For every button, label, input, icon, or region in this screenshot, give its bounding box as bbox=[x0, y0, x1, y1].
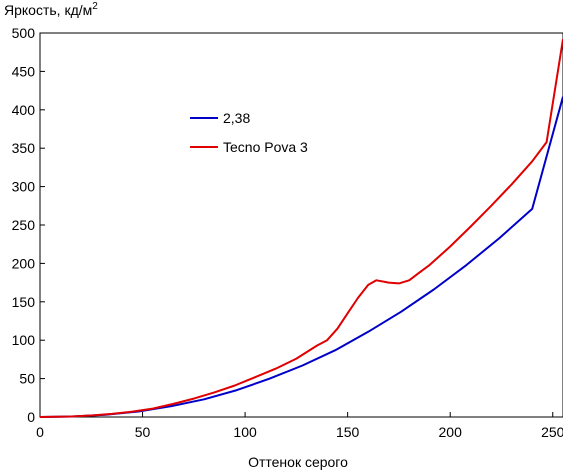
y-tick-label: 0 bbox=[27, 409, 35, 425]
y-axis-title: Яркость, кд/м2 bbox=[4, 1, 98, 18]
x-tick-label: 200 bbox=[439, 424, 463, 440]
y-axis-ticks: 0 50 100 150 200 250 300 350 400 450 500 bbox=[12, 25, 45, 425]
x-tick-label: 150 bbox=[336, 424, 360, 440]
y-axis-title-text: Яркость, кд/м bbox=[4, 2, 92, 18]
y-tick-label: 300 bbox=[12, 179, 36, 195]
y-tick-label: 450 bbox=[12, 63, 36, 79]
y-tick-label: 400 bbox=[12, 102, 36, 118]
legend-label-2-38: 2,38 bbox=[223, 110, 250, 126]
series-lines bbox=[39, 38, 563, 418]
legend: 2,38 Tecno Pova 3 bbox=[190, 110, 308, 155]
x-tick-label: 100 bbox=[233, 424, 257, 440]
x-tick-label: 0 bbox=[36, 424, 44, 440]
y-tick-label: 100 bbox=[12, 332, 36, 348]
x-axis-title: Оттенок серого bbox=[248, 454, 348, 470]
x-tick-label: 250 bbox=[541, 424, 563, 440]
x-axis-ticks: 0 50 100 150 200 250 bbox=[36, 412, 563, 440]
y-tick-label: 500 bbox=[12, 25, 36, 41]
y-tick-label: 200 bbox=[12, 255, 36, 271]
series-line-tecno-pova-3 bbox=[39, 38, 563, 418]
y-axis-title-superscript: 2 bbox=[92, 1, 98, 12]
y-tick-label: 350 bbox=[12, 140, 36, 156]
y-tick-label: 150 bbox=[12, 294, 36, 310]
plot-frame bbox=[39, 32, 563, 418]
y-tick-label: 50 bbox=[19, 371, 35, 387]
y-tick-label: 250 bbox=[12, 217, 36, 233]
legend-label-tecno-pova-3: Tecno Pova 3 bbox=[223, 139, 308, 155]
x-tick-label: 50 bbox=[135, 424, 151, 440]
